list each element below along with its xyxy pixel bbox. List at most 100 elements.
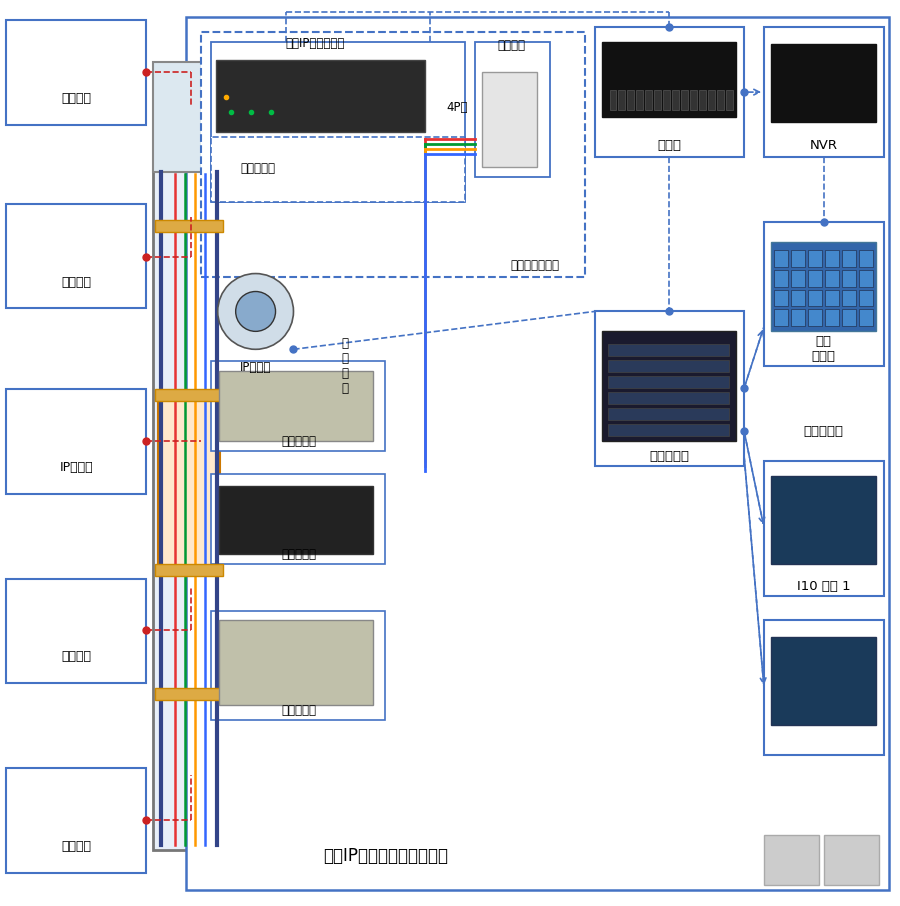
FancyBboxPatch shape <box>726 90 734 110</box>
FancyBboxPatch shape <box>771 242 876 332</box>
FancyBboxPatch shape <box>595 27 744 157</box>
FancyBboxPatch shape <box>791 310 805 326</box>
FancyBboxPatch shape <box>6 579 146 683</box>
Text: IP摄像机: IP摄像机 <box>59 461 93 474</box>
FancyBboxPatch shape <box>155 689 222 700</box>
FancyBboxPatch shape <box>808 270 822 286</box>
FancyBboxPatch shape <box>764 222 884 366</box>
FancyBboxPatch shape <box>824 834 878 884</box>
FancyBboxPatch shape <box>608 376 729 388</box>
FancyBboxPatch shape <box>6 390 146 494</box>
FancyBboxPatch shape <box>842 290 856 306</box>
Text: 轿厢通话器: 轿厢通话器 <box>281 547 316 561</box>
FancyBboxPatch shape <box>842 250 856 266</box>
FancyBboxPatch shape <box>824 250 839 266</box>
FancyBboxPatch shape <box>663 90 670 110</box>
FancyBboxPatch shape <box>774 270 788 286</box>
FancyBboxPatch shape <box>158 391 220 571</box>
FancyBboxPatch shape <box>185 17 888 890</box>
FancyBboxPatch shape <box>618 90 626 110</box>
FancyBboxPatch shape <box>764 27 884 157</box>
FancyBboxPatch shape <box>155 564 222 575</box>
FancyBboxPatch shape <box>771 476 876 564</box>
FancyBboxPatch shape <box>708 90 716 110</box>
Text: 底坑对讲: 底坑对讲 <box>61 840 91 853</box>
FancyBboxPatch shape <box>601 332 736 441</box>
FancyBboxPatch shape <box>216 60 425 132</box>
FancyBboxPatch shape <box>808 310 822 326</box>
FancyBboxPatch shape <box>681 90 688 110</box>
FancyBboxPatch shape <box>482 72 536 167</box>
FancyBboxPatch shape <box>608 392 729 404</box>
Text: 底坑通话器: 底坑通话器 <box>281 704 316 718</box>
FancyBboxPatch shape <box>211 611 385 720</box>
FancyBboxPatch shape <box>636 90 644 110</box>
Text: IP摄像机: IP摄像机 <box>240 361 271 374</box>
FancyBboxPatch shape <box>824 270 839 286</box>
FancyBboxPatch shape <box>764 834 819 884</box>
FancyBboxPatch shape <box>6 768 146 872</box>
FancyBboxPatch shape <box>774 290 788 306</box>
Text: 机房电话: 机房电话 <box>498 39 526 53</box>
FancyBboxPatch shape <box>842 270 856 286</box>
FancyBboxPatch shape <box>219 371 374 441</box>
Text: 交换机: 交换机 <box>657 139 681 152</box>
Text: 轿厢对讲: 轿厢对讲 <box>61 651 91 663</box>
Text: 核心交换机: 核心交换机 <box>649 450 689 463</box>
FancyBboxPatch shape <box>608 408 729 420</box>
FancyBboxPatch shape <box>211 137 465 202</box>
FancyBboxPatch shape <box>824 290 839 306</box>
FancyBboxPatch shape <box>791 270 805 286</box>
FancyBboxPatch shape <box>842 310 856 326</box>
FancyBboxPatch shape <box>608 424 729 436</box>
Text: 机房对讲: 机房对讲 <box>61 92 91 105</box>
FancyBboxPatch shape <box>791 290 805 306</box>
FancyBboxPatch shape <box>155 390 222 401</box>
FancyBboxPatch shape <box>774 250 788 266</box>
FancyBboxPatch shape <box>672 90 680 110</box>
FancyBboxPatch shape <box>219 621 374 705</box>
FancyBboxPatch shape <box>771 638 876 725</box>
FancyBboxPatch shape <box>654 90 662 110</box>
FancyBboxPatch shape <box>211 474 385 564</box>
FancyBboxPatch shape <box>153 63 225 172</box>
Text: 电梯机房接线图: 电梯机房接线图 <box>510 258 560 272</box>
Text: 随
行
电
缆: 随 行 电 缆 <box>342 337 349 395</box>
FancyBboxPatch shape <box>475 43 550 177</box>
FancyBboxPatch shape <box>764 461 884 595</box>
FancyBboxPatch shape <box>717 90 725 110</box>
FancyBboxPatch shape <box>808 290 822 306</box>
FancyBboxPatch shape <box>699 90 707 110</box>
FancyBboxPatch shape <box>645 90 652 110</box>
FancyBboxPatch shape <box>791 250 805 266</box>
FancyBboxPatch shape <box>6 204 146 308</box>
FancyBboxPatch shape <box>219 486 374 554</box>
FancyBboxPatch shape <box>859 270 873 286</box>
FancyBboxPatch shape <box>764 621 884 755</box>
FancyBboxPatch shape <box>6 20 146 125</box>
FancyBboxPatch shape <box>608 344 729 356</box>
Text: 机房控制柜: 机房控制柜 <box>240 162 275 176</box>
Circle shape <box>236 292 275 332</box>
Text: 监控
显示屏: 监控 显示屏 <box>812 335 836 363</box>
FancyBboxPatch shape <box>808 250 822 266</box>
FancyBboxPatch shape <box>771 44 876 122</box>
Text: 音视频联动: 音视频联动 <box>804 425 844 438</box>
FancyBboxPatch shape <box>859 250 873 266</box>
Text: 电梯IP对讲监控接线示意图: 电梯IP对讲监控接线示意图 <box>323 847 447 864</box>
FancyBboxPatch shape <box>211 361 385 451</box>
FancyBboxPatch shape <box>595 312 744 466</box>
Text: 电梯IP对讲转换器: 电梯IP对讲转换器 <box>285 37 345 50</box>
Text: 4P线: 4P线 <box>446 101 468 113</box>
FancyBboxPatch shape <box>859 290 873 306</box>
FancyBboxPatch shape <box>601 43 736 117</box>
FancyBboxPatch shape <box>609 90 617 110</box>
Text: 轿顶通话器: 轿顶通话器 <box>281 435 316 448</box>
Text: 轿顶对讲: 轿顶对讲 <box>61 275 91 288</box>
FancyBboxPatch shape <box>627 90 634 110</box>
FancyBboxPatch shape <box>153 63 225 850</box>
FancyBboxPatch shape <box>201 33 585 276</box>
Circle shape <box>218 274 293 350</box>
FancyBboxPatch shape <box>824 310 839 326</box>
FancyBboxPatch shape <box>608 361 729 372</box>
